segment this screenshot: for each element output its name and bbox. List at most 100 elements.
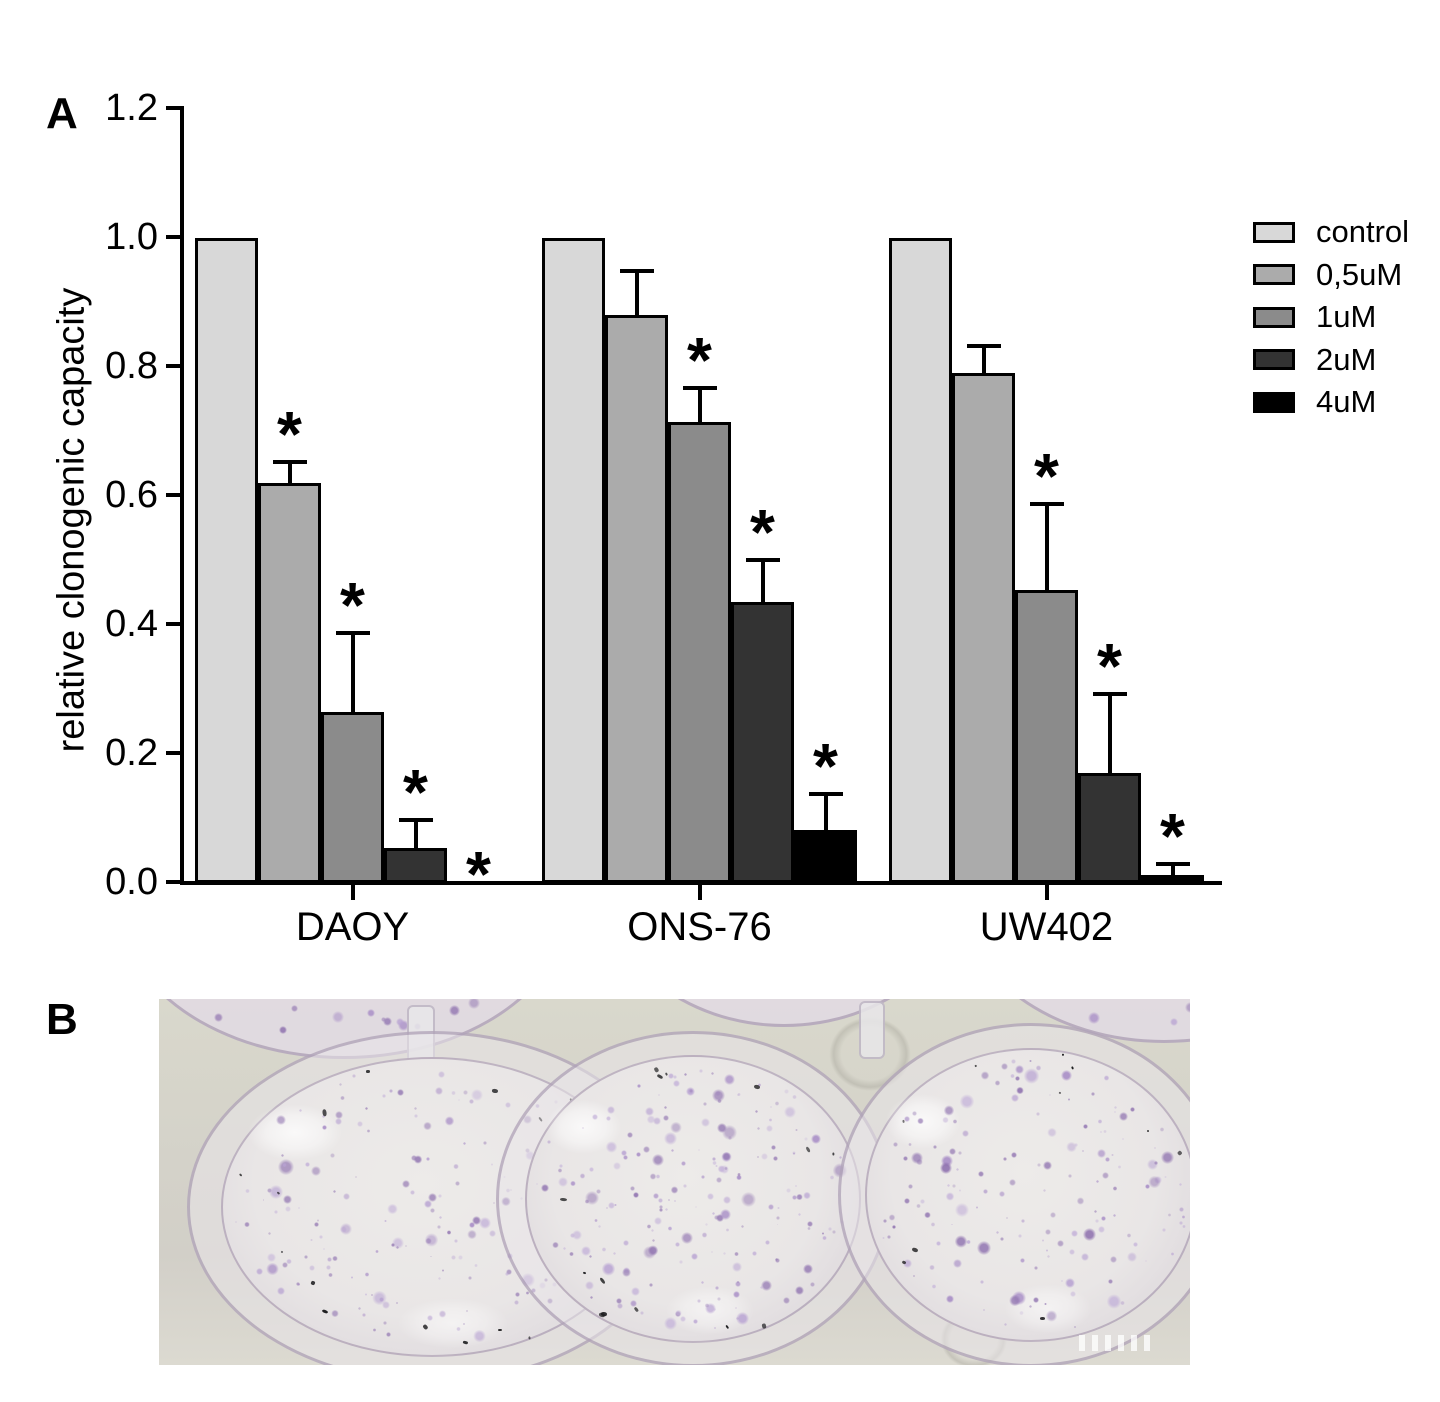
- error-bar-cap: [745, 558, 780, 562]
- colony-dot: [547, 1140, 552, 1145]
- error-bar-cap: [619, 269, 654, 273]
- colony-dot: [931, 1284, 937, 1289]
- colony-dot: [1082, 1124, 1088, 1130]
- colony-dot: [1087, 1012, 1101, 1025]
- colony-dot: [736, 1092, 741, 1097]
- colony-dot: [437, 1070, 445, 1079]
- colony-dot: [1014, 1076, 1020, 1082]
- colony-dot: [1050, 1211, 1057, 1218]
- colony-dot: [286, 1258, 293, 1265]
- colony-dot: [1073, 1325, 1077, 1329]
- colony-dot: [983, 1309, 986, 1311]
- colony-dot: [392, 1237, 404, 1249]
- colony-dot: [466, 1310, 469, 1313]
- colony-dot: [774, 1101, 780, 1106]
- colony-dot: [298, 1108, 303, 1113]
- colony-dot: [1179, 1221, 1183, 1225]
- colony-dot: [740, 1192, 756, 1208]
- colony-dot: [330, 1153, 335, 1158]
- colony-dot: [712, 1212, 716, 1216]
- colony-dot: [669, 1121, 682, 1134]
- colony-dot: [322, 1115, 326, 1119]
- colony-dot: [1153, 1147, 1156, 1150]
- colony-dot: [364, 1272, 370, 1277]
- colony-dot: [622, 1267, 632, 1277]
- colony-dot: [434, 1087, 443, 1096]
- colony-dot: [673, 1080, 680, 1087]
- colony-dot: [1122, 1138, 1125, 1141]
- colony-dot: [1003, 1322, 1007, 1326]
- panel-b-label: B: [46, 995, 78, 1044]
- colony-dot: [804, 1136, 809, 1141]
- colony-dot: [658, 1198, 663, 1204]
- colony-dot: [1019, 1257, 1025, 1263]
- colony-dot: [398, 1020, 410, 1032]
- colony-dot: [707, 1193, 714, 1200]
- colony-dot: [612, 1161, 622, 1171]
- bar-ONS-76-1uM: [668, 422, 731, 883]
- colony-dot: [606, 1206, 609, 1209]
- colony-dot: [797, 1213, 801, 1217]
- colony-dot: [761, 1280, 772, 1291]
- colony-dot: [1106, 1294, 1122, 1309]
- colony-dot: [630, 1286, 641, 1297]
- error-bar-cap: [966, 344, 1001, 348]
- colony-dot: [1133, 1242, 1139, 1248]
- colony-dot: [328, 1272, 333, 1278]
- colony-dot: [943, 1105, 955, 1116]
- colony-dot: [1028, 1304, 1032, 1308]
- colony-dot: [646, 1115, 656, 1124]
- colony-dot: [372, 1291, 387, 1306]
- colony-dot: [413, 1155, 423, 1164]
- colony-dot: [557, 1168, 563, 1173]
- colony-dot: [456, 1327, 461, 1332]
- colony-dot: [358, 1307, 361, 1310]
- colony-dot: [1032, 1296, 1039, 1303]
- colony-dot: [795, 1285, 805, 1295]
- colony-dot: [1046, 1255, 1050, 1259]
- colony-dot: [957, 1150, 962, 1155]
- colony-dot: [468, 1221, 476, 1229]
- colony-dot: [755, 1109, 759, 1113]
- colony-dot: [605, 1141, 618, 1153]
- light-reflection: [533, 1091, 635, 1163]
- colony-dot: [674, 1200, 677, 1203]
- y-tick: [166, 106, 181, 110]
- colony-dot: [325, 1264, 331, 1270]
- colony-dot: [1185, 1002, 1190, 1014]
- plate-tab: [859, 1001, 885, 1059]
- colony-dot: [1067, 1174, 1073, 1179]
- colony-dot: [690, 1253, 698, 1260]
- colony-dot: [737, 1094, 740, 1096]
- colony-dot: [654, 1216, 663, 1225]
- error-bar-stem: [981, 344, 986, 373]
- colony-dot: [479, 1216, 492, 1229]
- colony-dot: [381, 1093, 387, 1099]
- colony-dot: [1044, 1228, 1052, 1235]
- significance-asterisk: *: [813, 730, 838, 802]
- legend-label: control: [1316, 214, 1410, 249]
- colony-dot: [713, 1307, 717, 1312]
- colony-dot: [682, 1183, 687, 1189]
- colony-dot: [737, 1172, 741, 1176]
- colony-dot: [311, 1166, 321, 1176]
- colony-dot: [792, 1151, 796, 1155]
- colony-dot: [598, 1225, 601, 1228]
- colony-dot: [698, 1069, 704, 1074]
- colony-dot: [557, 1176, 569, 1188]
- colony-dot: [757, 1127, 761, 1131]
- colony-dot: [668, 1072, 675, 1080]
- colony-dot: [653, 1193, 660, 1200]
- colony-dot: [1153, 1160, 1159, 1166]
- colony-dot: [1160, 1150, 1174, 1164]
- colony-dot: [451, 1090, 456, 1096]
- colony-dot: [262, 1199, 265, 1202]
- colony-dot: [281, 1262, 288, 1269]
- colony-dot: [722, 1252, 726, 1256]
- colony-dot: [722, 1151, 732, 1161]
- colony-dot: [424, 1200, 432, 1208]
- colony-dot: [722, 1195, 732, 1204]
- colony-dot: [649, 1173, 657, 1180]
- colony-dot: [621, 1150, 627, 1157]
- bar-UW402-2uM: [1078, 773, 1141, 883]
